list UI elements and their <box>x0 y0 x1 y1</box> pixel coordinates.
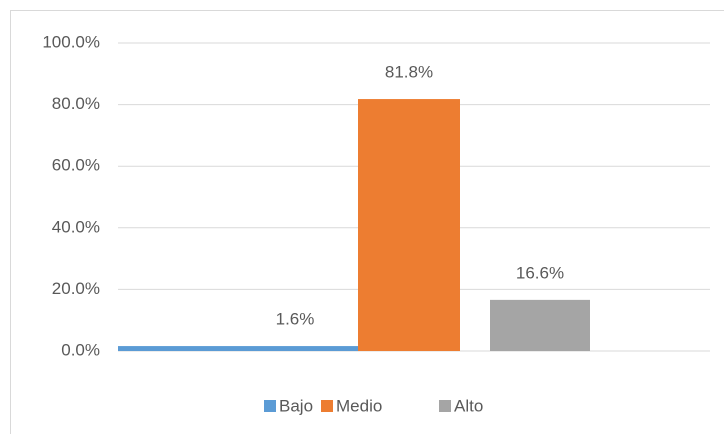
y-tick-label: 20.0% <box>52 279 100 298</box>
legend-swatch <box>439 400 451 412</box>
y-tick-label: 100.0% <box>42 32 100 51</box>
legend-label: Bajo <box>279 396 313 415</box>
y-tick-label: 0.0% <box>61 340 100 359</box>
bar <box>118 346 358 351</box>
data-label: 81.8% <box>385 63 433 82</box>
y-tick-label: 80.0% <box>52 94 100 113</box>
legend-swatch <box>264 400 276 412</box>
bar <box>490 299 590 351</box>
bar <box>358 99 460 351</box>
legend-label: Medio <box>336 396 382 415</box>
data-label: 1.6% <box>276 310 315 329</box>
chart-border <box>10 10 724 434</box>
legend-swatch <box>321 400 333 412</box>
data-label: 16.6% <box>516 263 564 282</box>
legend-label: Alto <box>454 396 483 415</box>
y-tick-label: 60.0% <box>52 156 100 175</box>
y-tick-label: 40.0% <box>52 217 100 236</box>
